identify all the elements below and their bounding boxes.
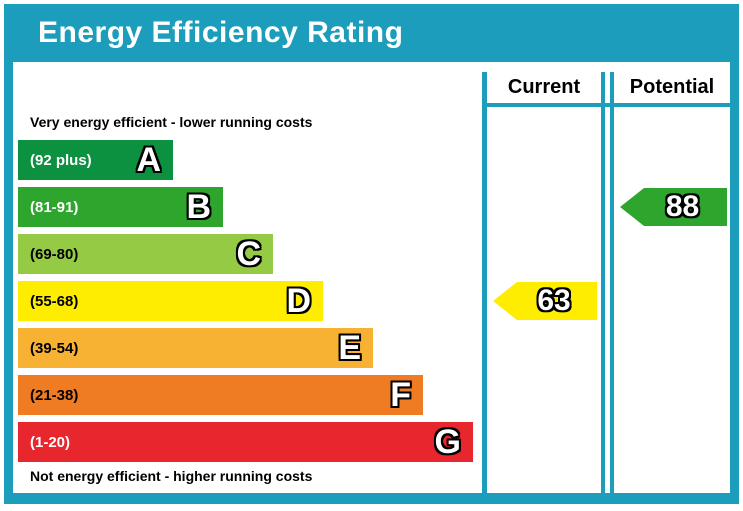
current-column-header: Current bbox=[507, 76, 581, 98]
frame-border-right bbox=[730, 62, 739, 504]
page-title: Energy Efficiency Rating bbox=[38, 16, 404, 49]
potential-rating-value: 88 bbox=[665, 190, 700, 223]
efficiency-note-bottom: Not energy efficient - higher running co… bbox=[30, 468, 313, 484]
band-range-label: (1-20) bbox=[30, 433, 71, 451]
band-range-label: (55-68) bbox=[30, 292, 79, 310]
potential-column-header: Potential bbox=[629, 76, 715, 98]
band-row-d: (55-68) D bbox=[18, 281, 323, 321]
band-letter: C bbox=[236, 235, 261, 273]
band-letter: E bbox=[338, 329, 361, 367]
band-row-e: (39-54) E bbox=[18, 328, 373, 368]
current-rating-arrow: 63 bbox=[493, 282, 597, 320]
band-range-label: (21-38) bbox=[30, 386, 79, 404]
band-letter: G bbox=[434, 423, 461, 461]
band-row-c: (69-80) C bbox=[18, 234, 273, 274]
frame-border-bottom bbox=[4, 493, 739, 504]
band-letter: A bbox=[136, 141, 161, 179]
band-letter: F bbox=[390, 376, 411, 414]
column-divider-middle-outer bbox=[601, 72, 605, 493]
column-divider-left bbox=[482, 72, 487, 493]
band-range-label: (39-54) bbox=[30, 339, 79, 357]
band-row-g: (1-20) G bbox=[18, 422, 473, 462]
header-underline bbox=[482, 103, 730, 107]
band-range-label: (81-91) bbox=[30, 198, 79, 216]
band-letter: B bbox=[186, 188, 211, 226]
efficiency-note-top: Very energy efficient - lower running co… bbox=[30, 114, 313, 130]
band-letter: D bbox=[286, 282, 311, 320]
rating-bands: (92 plus) A (81-91) B (69-80) C (55-68) … bbox=[18, 140, 473, 462]
band-row-a: (92 plus) A bbox=[18, 140, 173, 180]
band-range-label: (92 plus) bbox=[30, 151, 92, 169]
frame-border-left bbox=[4, 62, 13, 504]
column-divider-middle-inner bbox=[610, 72, 614, 493]
band-range-label: (69-80) bbox=[30, 245, 79, 263]
band-row-b: (81-91) B bbox=[18, 187, 223, 227]
current-rating-value: 63 bbox=[537, 284, 571, 317]
title-bar: Energy Efficiency Rating bbox=[4, 4, 739, 62]
potential-rating-arrow: 88 bbox=[620, 188, 727, 226]
band-row-f: (21-38) F bbox=[18, 375, 423, 415]
